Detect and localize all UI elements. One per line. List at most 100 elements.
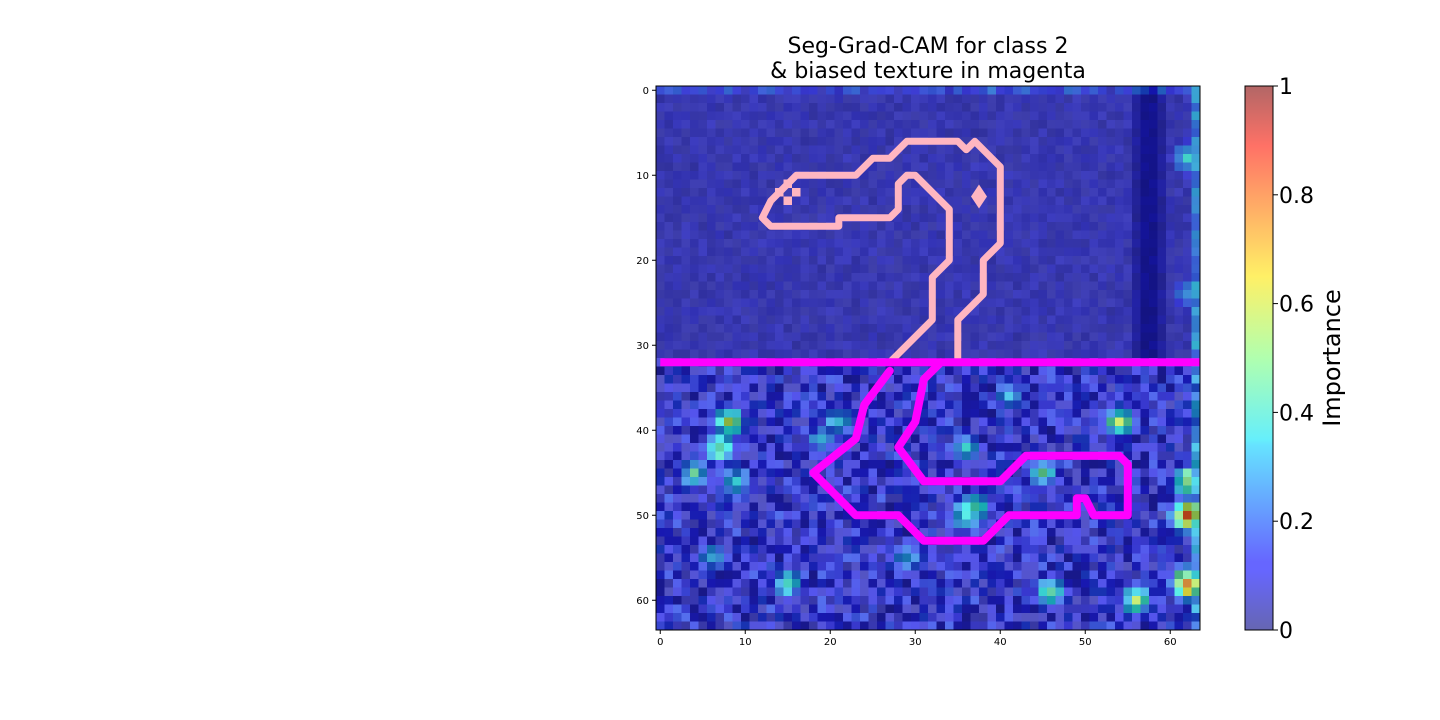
heatmap-cell bbox=[724, 162, 733, 172]
heatmap-cell bbox=[851, 604, 861, 614]
heatmap-cell bbox=[1183, 332, 1192, 342]
heatmap-cell bbox=[1030, 94, 1039, 104]
heatmap-cell bbox=[911, 281, 920, 291]
heatmap-cell bbox=[826, 145, 835, 155]
heatmap-cell bbox=[817, 383, 827, 393]
heatmap-cell bbox=[1047, 298, 1056, 308]
heatmap-cell bbox=[1106, 570, 1116, 580]
heatmap-cell bbox=[792, 596, 801, 605]
heatmap-cell bbox=[809, 392, 818, 401]
colorbar-gradient bbox=[1245, 86, 1273, 630]
heatmap-cell bbox=[979, 596, 988, 605]
heatmap-cell bbox=[1140, 579, 1150, 588]
heatmap-cell bbox=[1174, 307, 1184, 316]
heatmap-cell bbox=[834, 519, 844, 529]
heatmap-cell bbox=[707, 205, 716, 214]
heatmap-cell bbox=[673, 604, 682, 614]
heatmap-cell bbox=[1157, 154, 1167, 163]
heatmap-cell bbox=[962, 426, 971, 435]
heatmap-cell bbox=[885, 579, 895, 588]
heatmap-cell bbox=[1098, 553, 1107, 563]
heatmap-cell bbox=[1038, 349, 1048, 359]
heatmap-cell bbox=[1174, 298, 1184, 308]
heatmap-cell bbox=[724, 222, 733, 231]
heatmap-cell bbox=[809, 570, 818, 580]
heatmap-cell bbox=[919, 604, 929, 614]
heatmap-cell bbox=[1089, 417, 1099, 427]
heatmap-cell bbox=[919, 587, 929, 597]
heatmap-cell bbox=[1030, 621, 1039, 631]
heatmap-cell bbox=[792, 366, 801, 376]
heatmap-cell bbox=[902, 120, 912, 129]
heatmap-cell bbox=[970, 332, 980, 342]
heatmap-cell bbox=[877, 137, 886, 146]
heatmap-cell bbox=[851, 528, 861, 537]
heatmap-cell bbox=[877, 570, 886, 580]
heatmap-cell bbox=[749, 264, 759, 274]
heatmap-cell bbox=[664, 171, 674, 180]
heatmap-cell bbox=[1047, 196, 1056, 206]
heatmap-cell bbox=[732, 621, 742, 631]
heatmap-cell bbox=[979, 434, 988, 444]
heatmap-cell bbox=[1072, 383, 1082, 393]
heatmap-cell bbox=[902, 103, 912, 112]
heatmap-cell bbox=[1055, 400, 1065, 410]
heatmap-cell bbox=[1157, 103, 1167, 112]
heatmap-cell bbox=[690, 298, 699, 308]
heatmap-cell bbox=[1115, 383, 1124, 393]
heatmap-cell bbox=[1157, 188, 1167, 197]
heatmap-cell bbox=[707, 239, 716, 248]
heatmap-cell bbox=[1030, 553, 1039, 563]
heatmap-cell bbox=[894, 383, 903, 393]
heatmap-cell bbox=[936, 256, 946, 265]
heatmap-cell bbox=[1072, 332, 1082, 342]
heatmap-cell bbox=[877, 290, 886, 299]
heatmap-cell bbox=[919, 460, 929, 469]
heatmap-cell bbox=[936, 570, 946, 580]
heatmap-cell bbox=[800, 349, 810, 359]
heatmap-cell bbox=[741, 451, 750, 461]
heatmap-cell bbox=[817, 545, 827, 554]
heatmap-cell bbox=[775, 604, 784, 614]
heatmap-cell bbox=[766, 247, 776, 257]
heatmap-cell bbox=[1055, 426, 1065, 435]
heatmap-cell bbox=[1149, 315, 1158, 325]
heatmap-cell bbox=[851, 451, 861, 461]
heatmap-cell bbox=[741, 392, 750, 401]
heatmap-cell bbox=[656, 545, 665, 554]
heatmap-cell bbox=[1166, 154, 1175, 163]
heatmap-cell bbox=[1047, 205, 1056, 214]
heatmap-cell bbox=[800, 273, 810, 282]
heatmap-cell bbox=[809, 307, 818, 316]
heatmap-cell bbox=[945, 511, 954, 520]
heatmap-cell bbox=[877, 103, 886, 112]
heatmap-cell bbox=[843, 281, 852, 291]
heatmap-cell bbox=[1047, 536, 1056, 546]
heatmap-cell bbox=[664, 315, 674, 325]
heatmap-cell bbox=[758, 145, 767, 155]
heatmap-cell bbox=[809, 596, 818, 605]
heatmap-cell bbox=[843, 562, 852, 571]
heatmap-cell bbox=[1140, 604, 1150, 614]
heatmap-cell bbox=[1191, 579, 1201, 588]
heatmap-cell bbox=[664, 409, 674, 418]
heatmap-cell bbox=[783, 264, 793, 274]
heatmap-cell bbox=[826, 553, 835, 563]
heatmap-cell bbox=[894, 256, 903, 265]
heatmap-cell bbox=[673, 188, 682, 197]
heatmap-cell bbox=[1098, 349, 1107, 359]
heatmap-cell bbox=[919, 86, 929, 95]
heatmap-cell bbox=[690, 562, 699, 571]
heatmap-cell bbox=[681, 94, 691, 104]
heatmap-cell bbox=[1089, 94, 1099, 104]
heatmap-cell bbox=[1115, 324, 1124, 333]
heatmap-cell bbox=[1064, 375, 1073, 384]
heatmap-cell bbox=[1191, 451, 1201, 461]
heatmap-cell bbox=[1174, 528, 1184, 537]
heatmap-cell bbox=[673, 128, 682, 138]
heatmap-cell bbox=[1072, 290, 1082, 299]
heatmap-cell bbox=[996, 281, 1005, 291]
heatmap-cell bbox=[885, 519, 895, 529]
heatmap-cell bbox=[1030, 587, 1039, 597]
heatmap-cell bbox=[1132, 196, 1141, 206]
